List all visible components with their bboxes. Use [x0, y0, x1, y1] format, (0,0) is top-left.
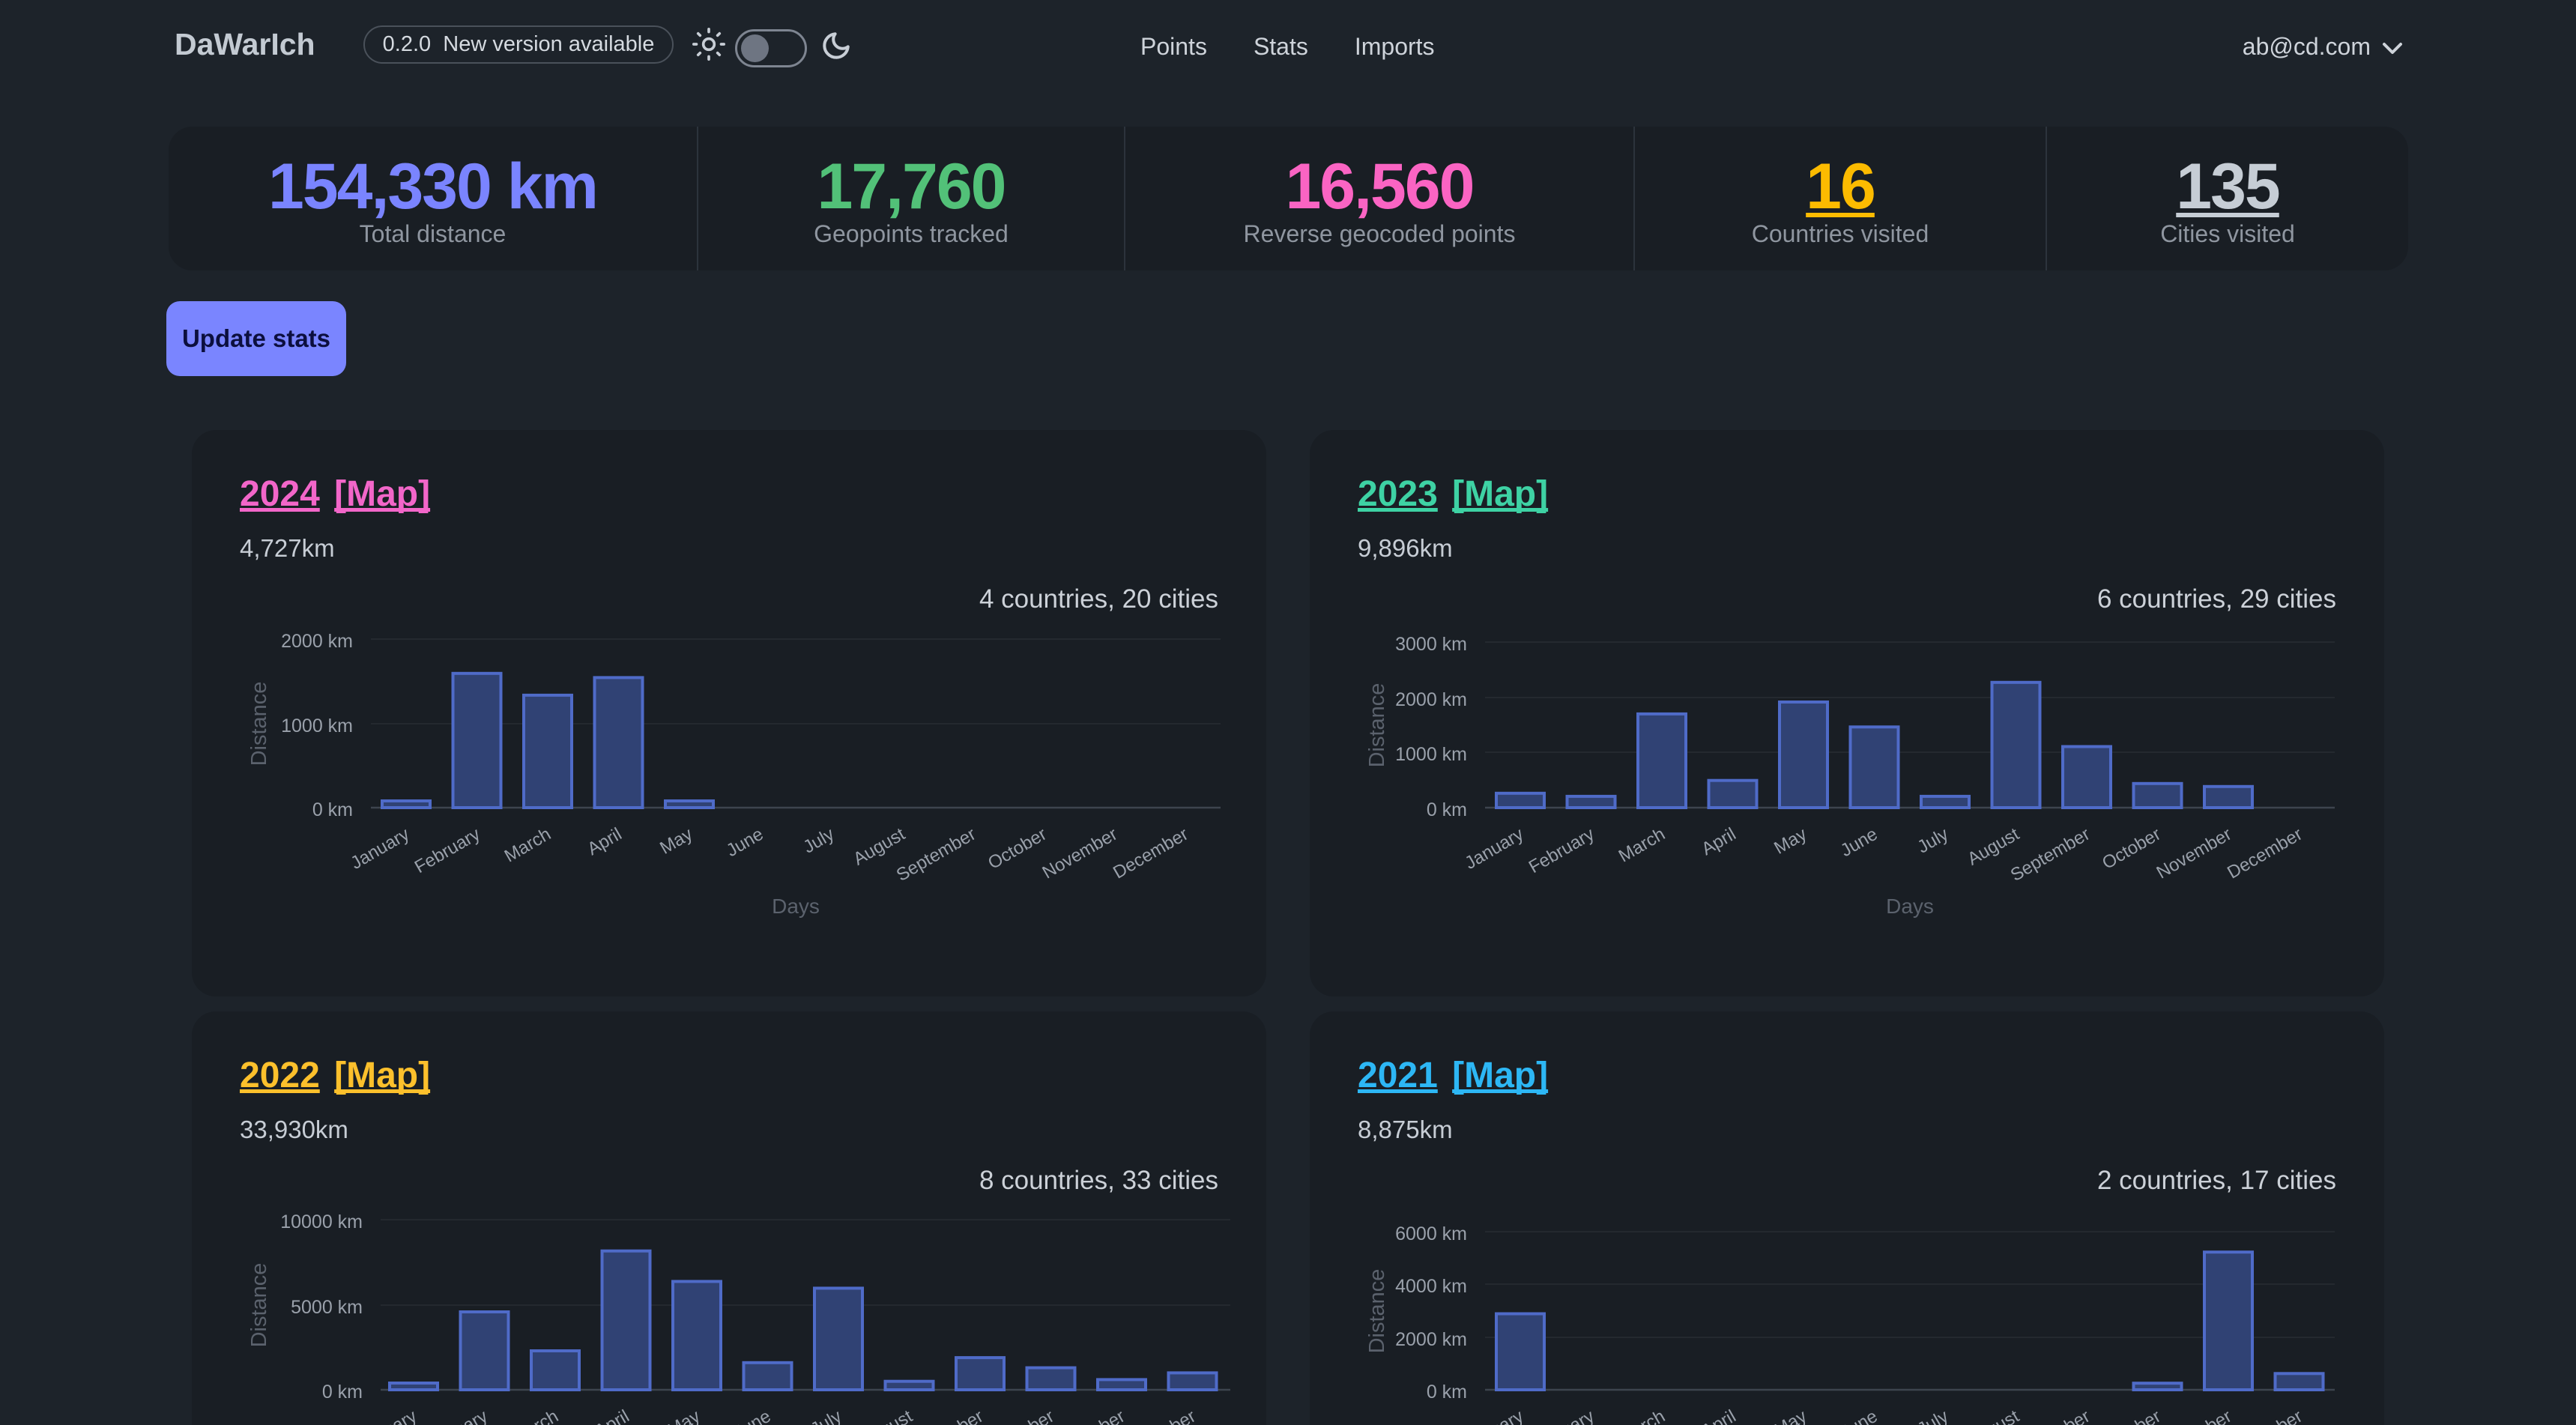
- svg-text:July: July: [1914, 1406, 1952, 1425]
- svg-text:6000 km: 6000 km: [1395, 1223, 1467, 1244]
- svg-text:June: June: [723, 824, 767, 861]
- svg-text:October: October: [2099, 1406, 2164, 1425]
- svg-text:February: February: [1526, 1406, 1598, 1425]
- svg-text:Distance: Distance: [1365, 1269, 1389, 1354]
- svg-text:May: May: [1771, 824, 1810, 859]
- svg-text:September: September: [2007, 824, 2093, 886]
- svg-text:July: July: [808, 1406, 845, 1425]
- svg-text:May: May: [664, 1406, 704, 1425]
- svg-text:Days: Days: [772, 895, 820, 918]
- svg-text:November: November: [1047, 1406, 1128, 1425]
- svg-text:June: June: [731, 1406, 775, 1425]
- svg-text:October: October: [992, 1406, 1057, 1425]
- svg-text:January: January: [348, 824, 413, 874]
- svg-text:March: March: [1615, 1406, 1669, 1425]
- svg-text:2000 km: 2000 km: [1395, 1329, 1467, 1350]
- svg-text:2000 km: 2000 km: [281, 631, 353, 652]
- svg-text:1000 km: 1000 km: [281, 715, 353, 736]
- svg-text:Distance: Distance: [247, 1263, 271, 1348]
- svg-text:April: April: [1698, 1406, 1739, 1425]
- svg-text:1000 km: 1000 km: [1395, 744, 1467, 765]
- svg-text:January: January: [1462, 824, 1527, 874]
- svg-text:July: July: [1914, 824, 1952, 858]
- svg-text:August: August: [857, 1406, 916, 1425]
- svg-text:December: December: [1110, 824, 1191, 883]
- svg-text:February: February: [1526, 824, 1598, 877]
- svg-text:0 km: 0 km: [1427, 799, 1467, 820]
- svg-text:May: May: [1771, 1406, 1810, 1425]
- svg-text:0 km: 0 km: [322, 1382, 363, 1403]
- svg-text:5000 km: 5000 km: [291, 1297, 363, 1318]
- svg-text:0 km: 0 km: [1427, 1382, 1467, 1403]
- svg-text:December: December: [2224, 1406, 2306, 1425]
- svg-text:August: August: [1964, 1406, 2022, 1425]
- svg-text:April: April: [1698, 824, 1739, 859]
- svg-text:January: January: [1462, 1406, 1527, 1425]
- svg-text:July: July: [800, 824, 838, 858]
- svg-text:June: June: [1837, 1406, 1881, 1425]
- svg-text:November: November: [2153, 824, 2235, 883]
- svg-text:February: February: [419, 1406, 492, 1425]
- svg-text:2000 km: 2000 km: [1395, 689, 1467, 710]
- svg-text:April: April: [584, 824, 625, 859]
- svg-text:September: September: [893, 824, 979, 886]
- svg-text:Distance: Distance: [247, 682, 271, 766]
- svg-text:April: April: [591, 1406, 632, 1425]
- svg-text:December: December: [2224, 824, 2306, 883]
- svg-text:March: March: [1615, 824, 1669, 867]
- svg-text:August: August: [850, 824, 908, 870]
- svg-text:Distance: Distance: [1365, 683, 1389, 768]
- svg-text:February: February: [411, 824, 484, 877]
- svg-text:November: November: [1039, 824, 1121, 883]
- svg-text:4000 km: 4000 km: [1395, 1276, 1467, 1297]
- svg-text:November: November: [2153, 1406, 2235, 1425]
- svg-text:December: December: [1117, 1406, 1199, 1425]
- svg-text:March: March: [509, 1406, 562, 1425]
- svg-text:May: May: [656, 824, 696, 859]
- svg-text:3000 km: 3000 km: [1395, 634, 1467, 655]
- svg-text:Days: Days: [1886, 895, 1934, 918]
- svg-text:10000 km: 10000 km: [280, 1211, 363, 1232]
- svg-text:June: June: [1837, 824, 1881, 861]
- svg-text:March: March: [501, 824, 554, 867]
- svg-text:August: August: [1964, 824, 2022, 870]
- svg-text:0 km: 0 km: [312, 799, 353, 820]
- svg-text:January: January: [355, 1406, 420, 1425]
